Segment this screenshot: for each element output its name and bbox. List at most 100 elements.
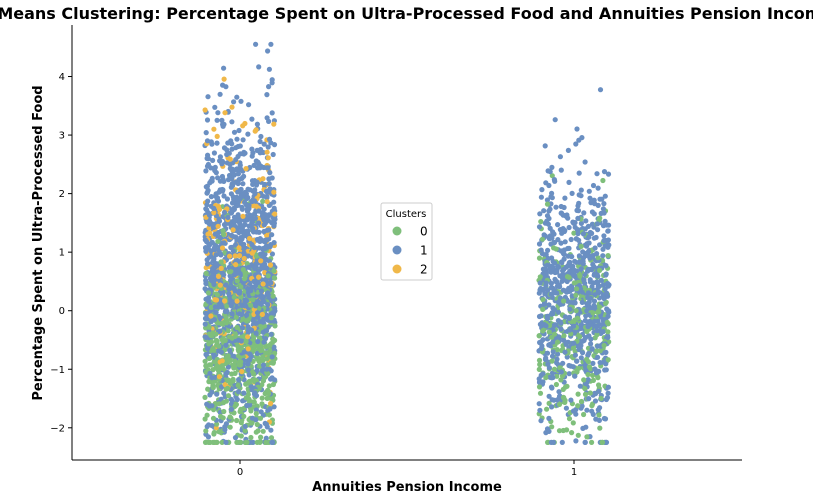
- data-point-cluster-1: [584, 301, 590, 307]
- data-point-cluster-1: [550, 439, 557, 445]
- data-point-cluster-1: [566, 362, 572, 369]
- data-point-cluster-1: [271, 223, 277, 229]
- data-point-cluster-2: [214, 133, 220, 139]
- data-point-cluster-1: [601, 237, 607, 244]
- data-point-cluster-1: [265, 144, 271, 150]
- data-point-cluster-1: [567, 259, 573, 265]
- data-point-cluster-0: [536, 333, 542, 339]
- data-point-cluster-2: [267, 262, 274, 268]
- data-point-cluster-1: [596, 388, 602, 394]
- data-point-cluster-0: [558, 377, 564, 383]
- data-point-cluster-1: [255, 338, 261, 345]
- data-point-cluster-1: [544, 262, 550, 268]
- data-point-cluster-1: [228, 138, 234, 144]
- data-point-cluster-0: [234, 278, 240, 284]
- data-point-cluster-1: [591, 197, 597, 203]
- data-point-cluster-1: [594, 251, 600, 257]
- data-point-cluster-1: [590, 360, 596, 366]
- data-point-cluster-0: [575, 432, 581, 438]
- data-point-cluster-1: [217, 234, 223, 240]
- data-point-cluster-1: [254, 121, 260, 127]
- data-point-cluster-1: [588, 254, 595, 260]
- data-point-cluster-0: [222, 337, 228, 343]
- data-point-cluster-1: [271, 199, 277, 205]
- data-point-cluster-1: [235, 189, 241, 195]
- data-point-cluster-1: [251, 245, 257, 251]
- data-point-cluster-0: [218, 259, 224, 265]
- data-point-cluster-1: [209, 375, 215, 381]
- data-point-cluster-1: [230, 233, 236, 239]
- data-point-cluster-0: [573, 292, 579, 298]
- data-point-cluster-1: [206, 242, 213, 248]
- data-point-cluster-0: [560, 386, 566, 392]
- data-point-cluster-0: [556, 401, 563, 407]
- data-point-cluster-2: [272, 211, 278, 217]
- data-point-cluster-0: [555, 339, 561, 345]
- data-point-cluster-1: [601, 415, 608, 422]
- data-point-cluster-1: [597, 405, 603, 411]
- y-tick-label: 4: [59, 72, 65, 83]
- data-point-cluster-1: [537, 407, 543, 413]
- data-point-cluster-0: [219, 439, 225, 445]
- data-point-cluster-1: [591, 298, 598, 304]
- data-point-cluster-0: [243, 381, 249, 387]
- data-point-cluster-1: [541, 208, 547, 214]
- data-point-cluster-1: [206, 254, 212, 260]
- data-point-cluster-2: [259, 311, 265, 317]
- data-point-cluster-1: [551, 260, 558, 266]
- data-point-cluster-1: [586, 234, 592, 240]
- data-point-cluster-1: [212, 247, 218, 253]
- data-point-cluster-0: [235, 343, 241, 349]
- data-point-cluster-2: [219, 358, 225, 364]
- data-point-cluster-1: [565, 147, 572, 153]
- data-point-cluster-1: [269, 439, 275, 445]
- data-point-cluster-1: [566, 371, 572, 377]
- data-point-cluster-1: [555, 318, 562, 324]
- data-point-cluster-2: [240, 213, 246, 219]
- data-point-cluster-1: [592, 318, 598, 324]
- data-point-cluster-1: [234, 94, 240, 100]
- data-point-cluster-0: [581, 377, 587, 383]
- y-axis-ticks: −2 −1 0 1 2 3 4: [50, 72, 72, 434]
- data-point-cluster-1: [241, 151, 247, 157]
- data-point-cluster-0: [248, 420, 254, 426]
- data-point-cluster-1: [237, 143, 243, 149]
- data-point-cluster-0: [234, 324, 240, 331]
- data-point-cluster-1: [217, 328, 223, 334]
- data-point-cluster-0: [260, 354, 266, 360]
- data-point-cluster-1: [214, 140, 220, 146]
- data-point-cluster-1: [204, 190, 210, 196]
- data-point-cluster-2: [258, 258, 264, 264]
- data-point-cluster-1: [246, 102, 252, 108]
- data-point-cluster-1: [591, 303, 597, 309]
- data-point-cluster-0: [238, 433, 244, 439]
- data-point-cluster-1: [242, 303, 249, 309]
- data-point-cluster-1: [214, 391, 220, 397]
- legend-label-2: 2: [420, 263, 428, 277]
- data-point-cluster-1: [233, 157, 239, 163]
- data-point-cluster-1: [578, 355, 584, 361]
- data-point-cluster-0: [549, 173, 555, 179]
- data-point-cluster-1: [269, 80, 275, 86]
- data-point-cluster-0: [585, 371, 591, 378]
- data-point-cluster-1: [258, 294, 265, 300]
- data-point-cluster-0: [253, 411, 259, 417]
- data-point-cluster-1: [553, 204, 559, 210]
- data-point-cluster-0: [543, 375, 549, 381]
- data-point-cluster-1: [205, 94, 211, 100]
- data-point-cluster-0: [557, 365, 563, 371]
- data-point-cluster-0: [254, 253, 260, 259]
- data-point-cluster-1: [264, 193, 270, 199]
- data-point-cluster-0: [260, 428, 266, 434]
- data-point-cluster-0: [213, 331, 219, 337]
- data-point-cluster-1: [602, 243, 608, 249]
- data-point-cluster-1: [252, 211, 258, 217]
- data-point-cluster-1: [548, 291, 554, 297]
- data-point-cluster-0: [577, 273, 583, 279]
- data-point-cluster-0: [235, 382, 241, 388]
- data-point-cluster-1: [596, 417, 603, 423]
- data-point-cluster-1: [245, 206, 252, 212]
- data-point-cluster-1: [538, 247, 544, 253]
- data-point-cluster-0: [268, 315, 274, 321]
- data-point-cluster-1: [229, 146, 235, 152]
